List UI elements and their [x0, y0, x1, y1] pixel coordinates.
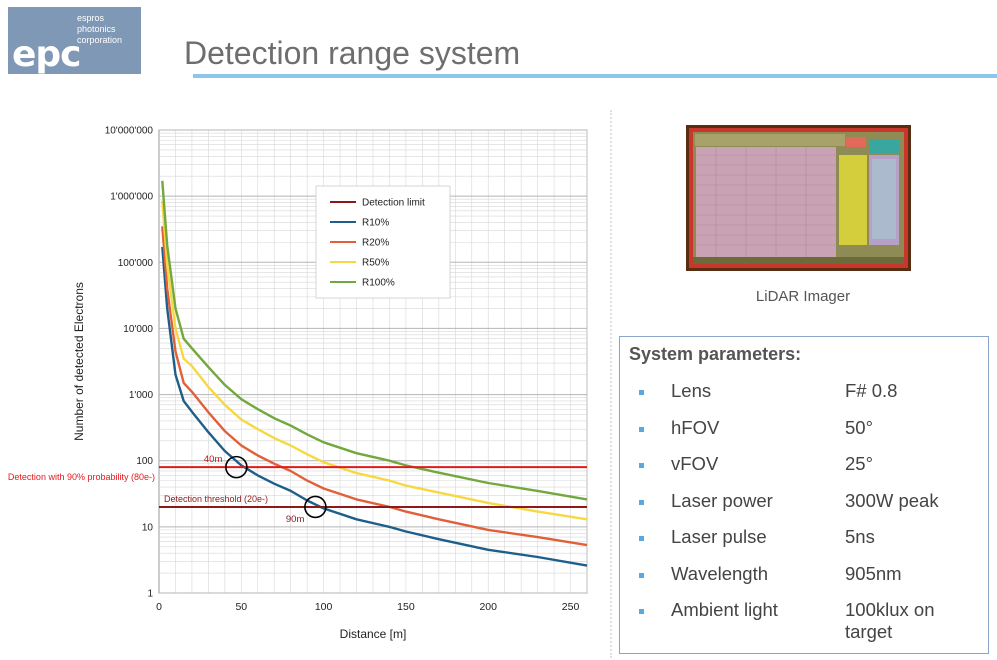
parameter-row: Ambient light 100klux on target	[620, 599, 990, 649]
parameter-row: Laser power 300W peak	[620, 490, 990, 526]
parameter-name: hFOV	[671, 417, 720, 438]
lidar-imager-chip-image	[686, 125, 911, 271]
parameter-value: 905nm	[845, 563, 902, 584]
legend-label: R20%	[362, 238, 389, 249]
y-tick-label: 10'000'000	[105, 126, 154, 137]
legend-label: R50%	[362, 258, 389, 269]
legend-label: Detection limit	[362, 198, 425, 209]
parameter-row: Wavelength 905nm	[620, 563, 990, 599]
bullet-icon	[639, 463, 644, 468]
range-marker	[304, 495, 327, 519]
system-parameters-panel: System parameters: Lens F# 0.8 hFOV 50° …	[619, 336, 989, 654]
bullet-icon	[639, 609, 644, 614]
title-underline	[193, 74, 997, 78]
parameter-row: hFOV 50°	[620, 417, 990, 453]
logo-mark: epc	[12, 34, 82, 75]
parameter-value: F# 0.8	[845, 380, 898, 401]
bullet-icon	[639, 573, 644, 578]
parameter-value: 300W peak	[845, 490, 939, 511]
bullet-icon	[639, 500, 644, 505]
series-line-r10pct	[161, 246, 588, 567]
parameter-name: Wavelength	[671, 563, 769, 584]
imager-caption: LiDAR Imager	[755, 288, 851, 305]
y-tick-label: 1	[147, 589, 153, 600]
y-tick-label: 10	[142, 522, 154, 533]
company-logo: epc espros photonics corporation	[8, 7, 141, 74]
logo-line: espros	[77, 13, 105, 23]
y-tick-label: 100'000	[118, 258, 154, 269]
x-axis-title: Distance [m]	[340, 627, 407, 641]
y-tick-label: 1'000	[129, 390, 154, 401]
parameters-title: System parameters:	[629, 344, 802, 364]
x-tick-label: 250	[562, 601, 580, 613]
parameter-value: 50°	[845, 417, 873, 438]
parameter-value: 25°	[845, 453, 873, 474]
logo-line: photonics	[77, 24, 116, 34]
parameter-name: vFOV	[671, 453, 719, 474]
parameter-value: 100klux on target	[845, 599, 935, 642]
bullet-icon	[639, 427, 644, 432]
legend-label: R10%	[362, 218, 389, 229]
bullet-icon	[639, 390, 644, 395]
x-tick-label: 0	[156, 601, 162, 613]
parameter-name: Lens	[671, 380, 712, 401]
parameter-row: Lens F# 0.8	[620, 380, 990, 416]
parameter-row: vFOV 25°	[620, 453, 990, 489]
parameter-name: Laser pulse	[671, 526, 767, 547]
range-marker-label: 40m	[204, 454, 223, 465]
series-line-r50pct	[161, 200, 588, 521]
detection-line-label: Detection threshold (20e-)	[164, 494, 268, 504]
y-tick-label: 100	[136, 456, 153, 467]
parameter-name: Ambient light	[671, 599, 778, 620]
series-line-r100pct	[161, 180, 588, 501]
legend-label: R100%	[362, 278, 395, 289]
y-axis-title: Number of detected Electrons	[72, 282, 86, 441]
x-tick-label: 200	[479, 601, 497, 613]
detection-line-label: Detection with 90% probability (80e-)	[8, 472, 155, 482]
x-tick-label: 150	[397, 601, 415, 613]
parameter-row: Laser pulse 5ns	[620, 526, 990, 562]
x-tick-label: 50	[235, 601, 247, 613]
logo-line: corporation	[77, 35, 123, 45]
bullet-icon	[639, 536, 644, 541]
logo-company-name: espros photonics corporation	[77, 13, 122, 46]
range-marker	[225, 455, 248, 479]
parameter-name: Laser power	[671, 490, 773, 511]
page-title: Detection range system	[184, 35, 521, 71]
range-marker-label: 90m	[286, 514, 305, 525]
x-tick-label: 100	[315, 601, 333, 613]
y-tick-label: 10'000	[123, 324, 153, 335]
parameter-value: 5ns	[845, 526, 875, 547]
y-tick-label: 1'000'000	[110, 192, 153, 203]
column-divider	[610, 110, 612, 658]
